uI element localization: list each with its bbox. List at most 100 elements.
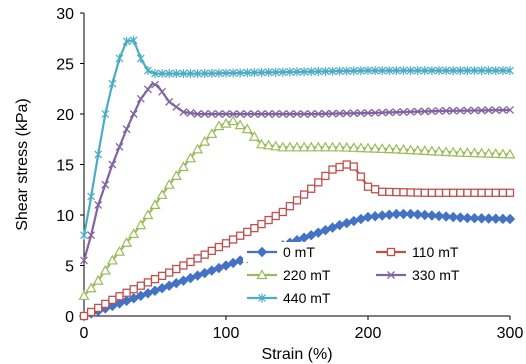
data-point [497, 213, 509, 225]
data-point [271, 211, 280, 221]
data-point [87, 191, 96, 201]
data-point [335, 66, 344, 76]
data-point [447, 211, 459, 223]
data-point [335, 109, 344, 118]
data-point [257, 219, 266, 229]
legend-label: 330 mT [412, 267, 460, 283]
data-point [364, 66, 372, 76]
data-point [115, 292, 124, 301]
data-point [136, 94, 145, 103]
data-point [94, 149, 103, 159]
legend-marker [256, 246, 268, 258]
data-point [200, 68, 209, 78]
data-point [349, 66, 358, 76]
legend-label: 220 mT [283, 267, 331, 283]
data-point [406, 107, 415, 116]
data-point [328, 165, 337, 174]
data-point [143, 66, 152, 76]
data-point [142, 209, 154, 220]
data-point [300, 110, 309, 118]
data-point [476, 213, 487, 224]
data-point [341, 141, 353, 152]
data-point [271, 110, 280, 118]
data-point [461, 147, 473, 157]
data-point [285, 202, 295, 211]
data-point [236, 110, 245, 118]
data-point [378, 108, 387, 117]
data-point [506, 66, 514, 76]
data-point [207, 68, 216, 78]
data-point [314, 178, 323, 187]
data-point [497, 148, 509, 159]
data-point [376, 143, 388, 153]
legend-label: 0 mT [283, 244, 315, 260]
data-point [314, 109, 323, 118]
data-point [99, 264, 111, 275]
data-point [362, 142, 374, 153]
data-point [319, 141, 331, 152]
data-point [456, 66, 465, 76]
data-point [300, 67, 309, 77]
y-axis-label: Shear stress (kPa) [14, 98, 31, 230]
data-point [214, 242, 224, 252]
data-point [312, 141, 324, 152]
data-point [440, 146, 452, 157]
data-point [255, 138, 268, 149]
data-point [158, 69, 167, 79]
data-point [433, 210, 445, 222]
data-point [243, 110, 252, 118]
data-point [193, 254, 202, 263]
data-point [122, 36, 131, 46]
data-point [385, 187, 394, 197]
data-point [321, 109, 330, 118]
data-point [257, 67, 266, 77]
data-series [78, 35, 516, 322]
data-point [192, 143, 204, 154]
data-point [86, 307, 96, 317]
x-axis-label: Strain (%) [261, 346, 332, 363]
data-point [419, 145, 431, 155]
data-point [420, 66, 429, 76]
data-point [136, 281, 145, 290]
data-point [165, 69, 174, 79]
data-point [392, 108, 401, 117]
legend-marker [387, 271, 395, 279]
legend-marker [258, 293, 266, 303]
data-point [143, 85, 152, 94]
data-point [129, 110, 138, 118]
data-point [371, 108, 380, 117]
data-point [385, 66, 394, 76]
data-point [165, 268, 174, 277]
data-point [200, 250, 209, 259]
data-point [413, 66, 422, 76]
data-point [122, 125, 131, 134]
data-point [206, 128, 218, 138]
legend-label: 110 mT [412, 244, 459, 260]
data-point [455, 212, 466, 223]
data-point [156, 189, 168, 199]
data-point [108, 295, 117, 304]
data-point [505, 188, 515, 197]
y-tick-label: 5 [65, 259, 74, 276]
data-point [427, 66, 436, 76]
data-point [250, 223, 259, 233]
data-point [477, 106, 486, 115]
data-point [342, 160, 351, 169]
data-point [490, 213, 502, 224]
data-point [121, 237, 133, 247]
y-tick-label: 15 [56, 158, 74, 175]
data-point [356, 66, 365, 76]
data-point [435, 66, 443, 76]
data-point [498, 66, 507, 76]
data-point [483, 213, 494, 224]
data-point [150, 274, 160, 284]
data-point [172, 69, 181, 79]
data-point [307, 110, 316, 118]
legend-bg [372, 265, 512, 285]
data-point [113, 245, 126, 256]
data-point [151, 80, 159, 89]
data-point [447, 146, 459, 157]
data-point [412, 209, 423, 220]
data-point [222, 110, 230, 118]
